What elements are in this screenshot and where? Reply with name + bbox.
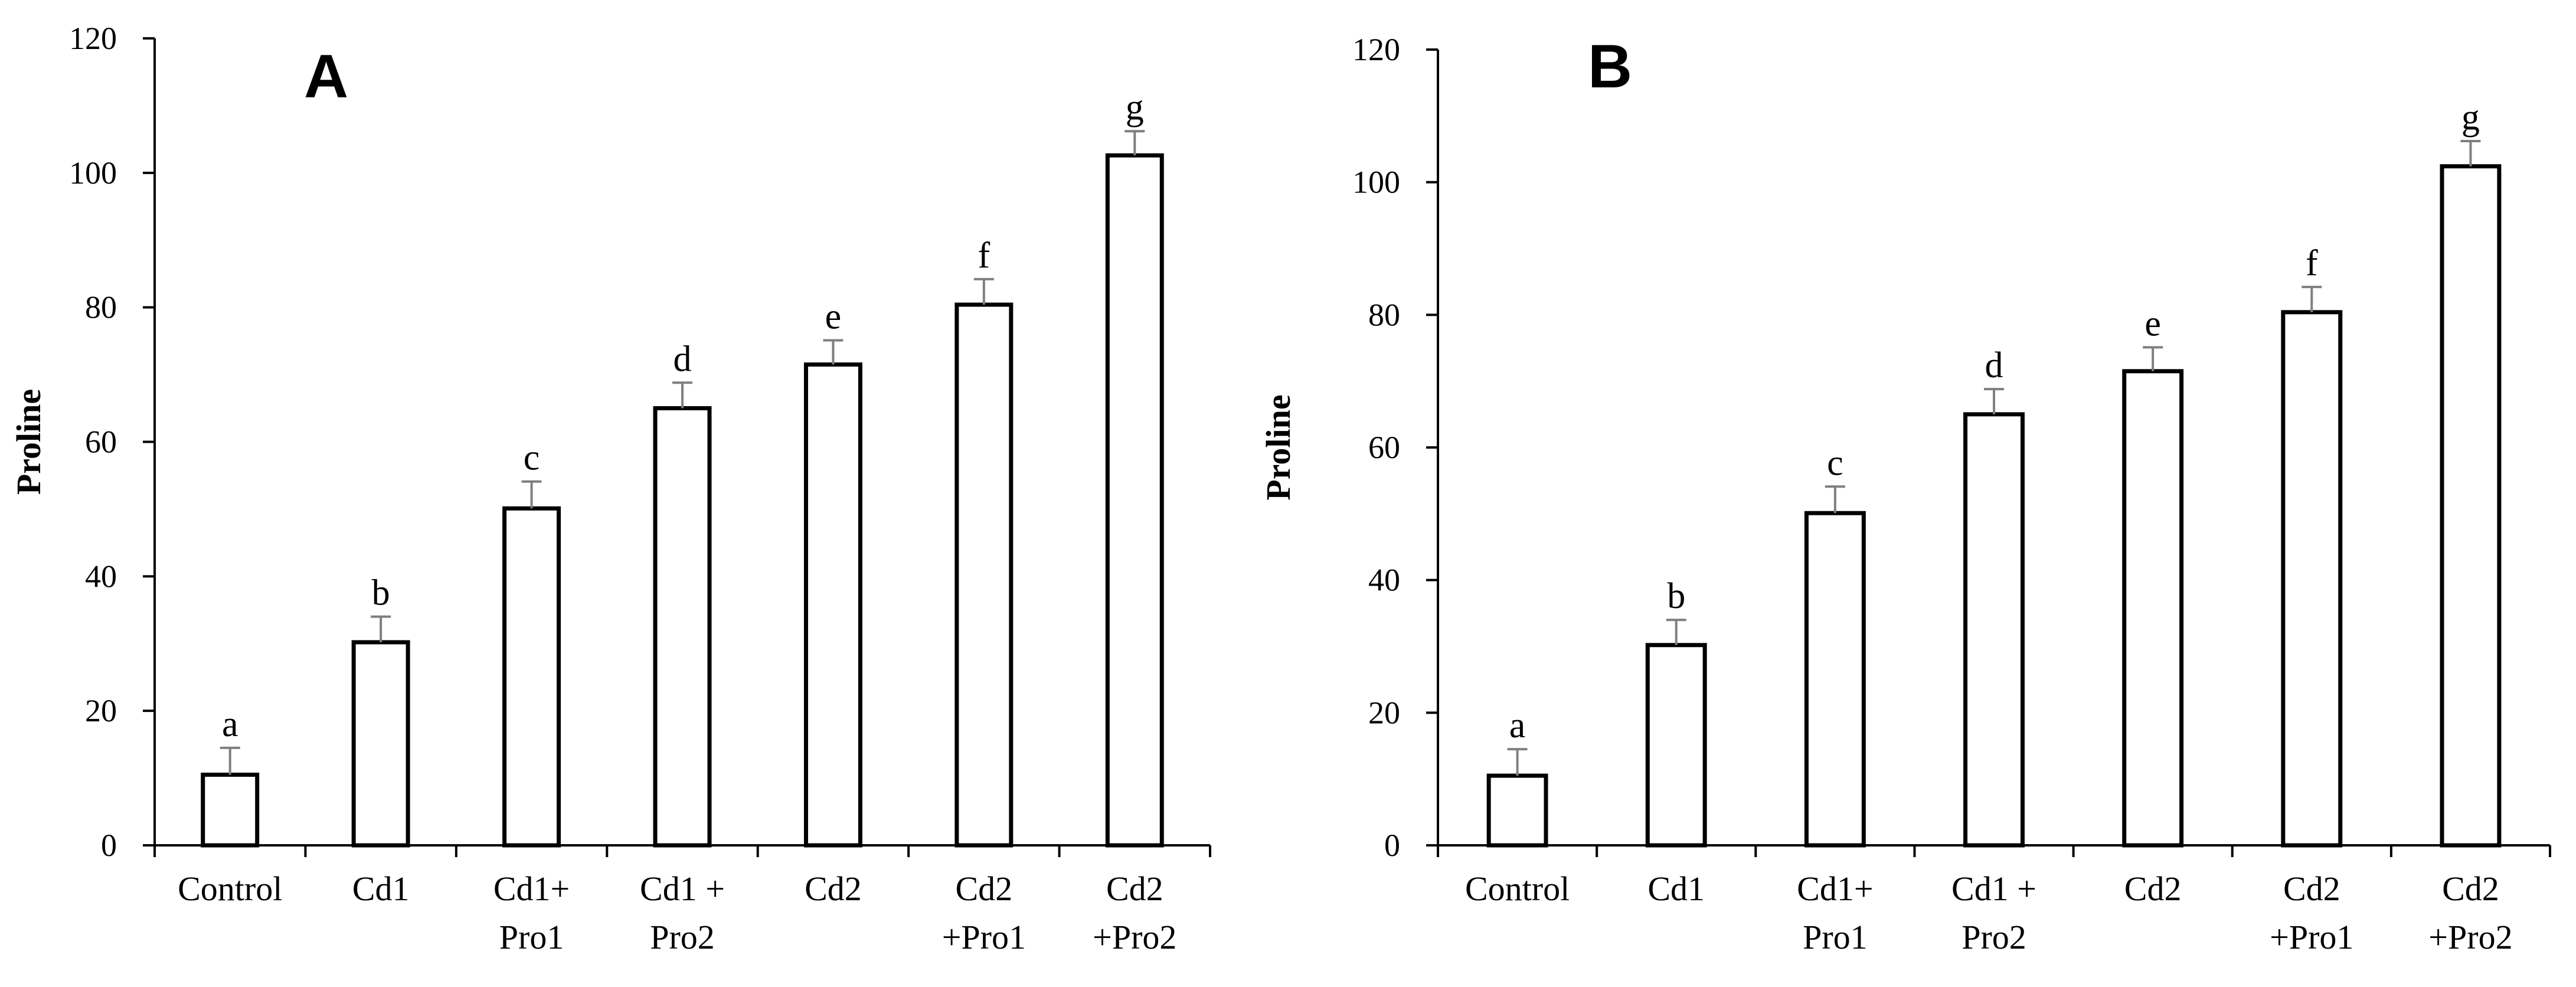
y-axis-title: Proline	[1259, 394, 1297, 500]
x-tick-label-line: +Pro2	[2428, 918, 2512, 956]
bar	[1645, 643, 1707, 848]
significance-letter: c	[524, 438, 540, 478]
bar	[1804, 511, 1866, 848]
bar	[653, 406, 712, 848]
x-tick-label-line: Cd1 +	[1951, 870, 2036, 908]
x-tick-label: Control	[1465, 870, 1570, 908]
y-tick-label: 40	[85, 558, 117, 594]
y-tick-label: 60	[85, 424, 117, 460]
y-tick-label: 80	[85, 290, 117, 325]
y-tick-label: 20	[1368, 695, 1400, 730]
x-tick-label-line: Cd2	[2124, 870, 2182, 908]
x-tick-label-line: Cd1	[352, 870, 410, 908]
x-tick-label-line: Cd1 +	[640, 870, 725, 908]
x-tick-label: Cd2	[805, 870, 862, 908]
x-tick-label-line: Cd2	[2442, 870, 2499, 908]
x-tick-label: Cd1	[352, 870, 410, 908]
y-tick-label: 100	[1352, 165, 1400, 200]
bar	[2440, 164, 2502, 848]
significance-letter: d	[1985, 345, 2003, 385]
x-tick-label-line: Cd2	[2283, 870, 2340, 908]
x-tick-label-line: Pro1	[499, 918, 564, 956]
x-tick-label-line: +Pro1	[942, 918, 1026, 956]
x-tick-label: Cd2 +Pro1	[942, 870, 1026, 956]
x-tick-label: Cd1 + Pro2	[1951, 870, 2036, 956]
x-tick-label: Cd2 +Pro2	[2428, 870, 2512, 956]
x-tick-label-line: Cd1	[1647, 870, 1705, 908]
significance-letter: c	[1827, 443, 1843, 483]
y-axis-title: Proline	[9, 389, 48, 495]
y-tick-label: 20	[85, 693, 117, 728]
x-tick-label: Cd2	[2124, 870, 2182, 908]
y-tick-label: 120	[69, 21, 117, 56]
panel-label: A	[304, 43, 348, 111]
panel-label: B	[1588, 32, 1632, 101]
y-tick-label: 40	[1368, 563, 1400, 598]
significance-letter: g	[1126, 87, 1144, 128]
y-tick-label: 120	[1352, 32, 1400, 67]
x-tick-label: Cd2 +Pro2	[1093, 870, 1176, 956]
significance-letter: b	[1667, 576, 1685, 616]
significance-letter: g	[2461, 97, 2480, 138]
x-tick-label: Cd1 + Pro2	[640, 870, 725, 956]
significance-letter: f	[2306, 243, 2318, 283]
x-tick-label-line: Pro2	[650, 918, 715, 956]
x-tick-label-line: Cd2	[956, 870, 1013, 908]
chart-panel-a: 0 20 40 60 80 100 120 a Control b Cd1 c Cd1+ Pro1 d Cd1…	[9, 21, 1211, 956]
x-tick-label-line: Pro2	[1962, 918, 2026, 956]
y-tick-label: 0	[101, 828, 117, 863]
x-tick-label-line: Cd1+	[493, 870, 570, 908]
x-tick-label-line: Cd2	[1106, 870, 1163, 908]
bar	[1105, 153, 1164, 848]
significance-letter: e	[2145, 303, 2161, 344]
bar	[1963, 412, 2025, 848]
x-tick-label-line: +Pro2	[1093, 918, 1176, 956]
x-tick-label: Cd1+ Pro1	[493, 870, 570, 956]
x-tick-label: Control	[178, 870, 282, 908]
bar	[1486, 773, 1548, 848]
x-tick-label-line: +Pro1	[2270, 918, 2353, 956]
bar	[351, 640, 410, 848]
chart-panel-b: 0 20 40 60 80 100 120 a Control b Cd1 c Cd1+ Pro1 d Cd1…	[1259, 32, 2551, 956]
y-tick-label: 0	[1384, 828, 1400, 863]
bar	[2281, 310, 2343, 848]
significance-letter: e	[825, 296, 842, 336]
bar	[803, 362, 862, 848]
x-tick-label-line: Cd1+	[1797, 870, 1873, 908]
bar	[2122, 369, 2184, 848]
x-tick-label-line: Control	[1465, 870, 1570, 908]
significance-letter: f	[978, 236, 990, 276]
x-tick-label-line: Pro1	[1803, 918, 1868, 956]
y-tick-label: 80	[1368, 297, 1400, 332]
y-tick-label: 100	[69, 155, 117, 191]
significance-letter: a	[222, 704, 238, 744]
significance-letter: b	[372, 573, 390, 613]
bar	[954, 302, 1014, 848]
y-tick-label: 60	[1368, 430, 1400, 465]
x-tick-label: Cd2 +Pro1	[2270, 870, 2353, 956]
significance-letter: d	[674, 339, 692, 379]
x-tick-label-line: Cd2	[805, 870, 862, 908]
significance-letter: a	[1509, 705, 1526, 746]
x-tick-label-line: Control	[178, 870, 282, 908]
x-tick-label: Cd1	[1647, 870, 1705, 908]
bar	[201, 772, 260, 848]
bar	[502, 506, 561, 848]
x-tick-label: Cd1+ Pro1	[1797, 870, 1873, 956]
